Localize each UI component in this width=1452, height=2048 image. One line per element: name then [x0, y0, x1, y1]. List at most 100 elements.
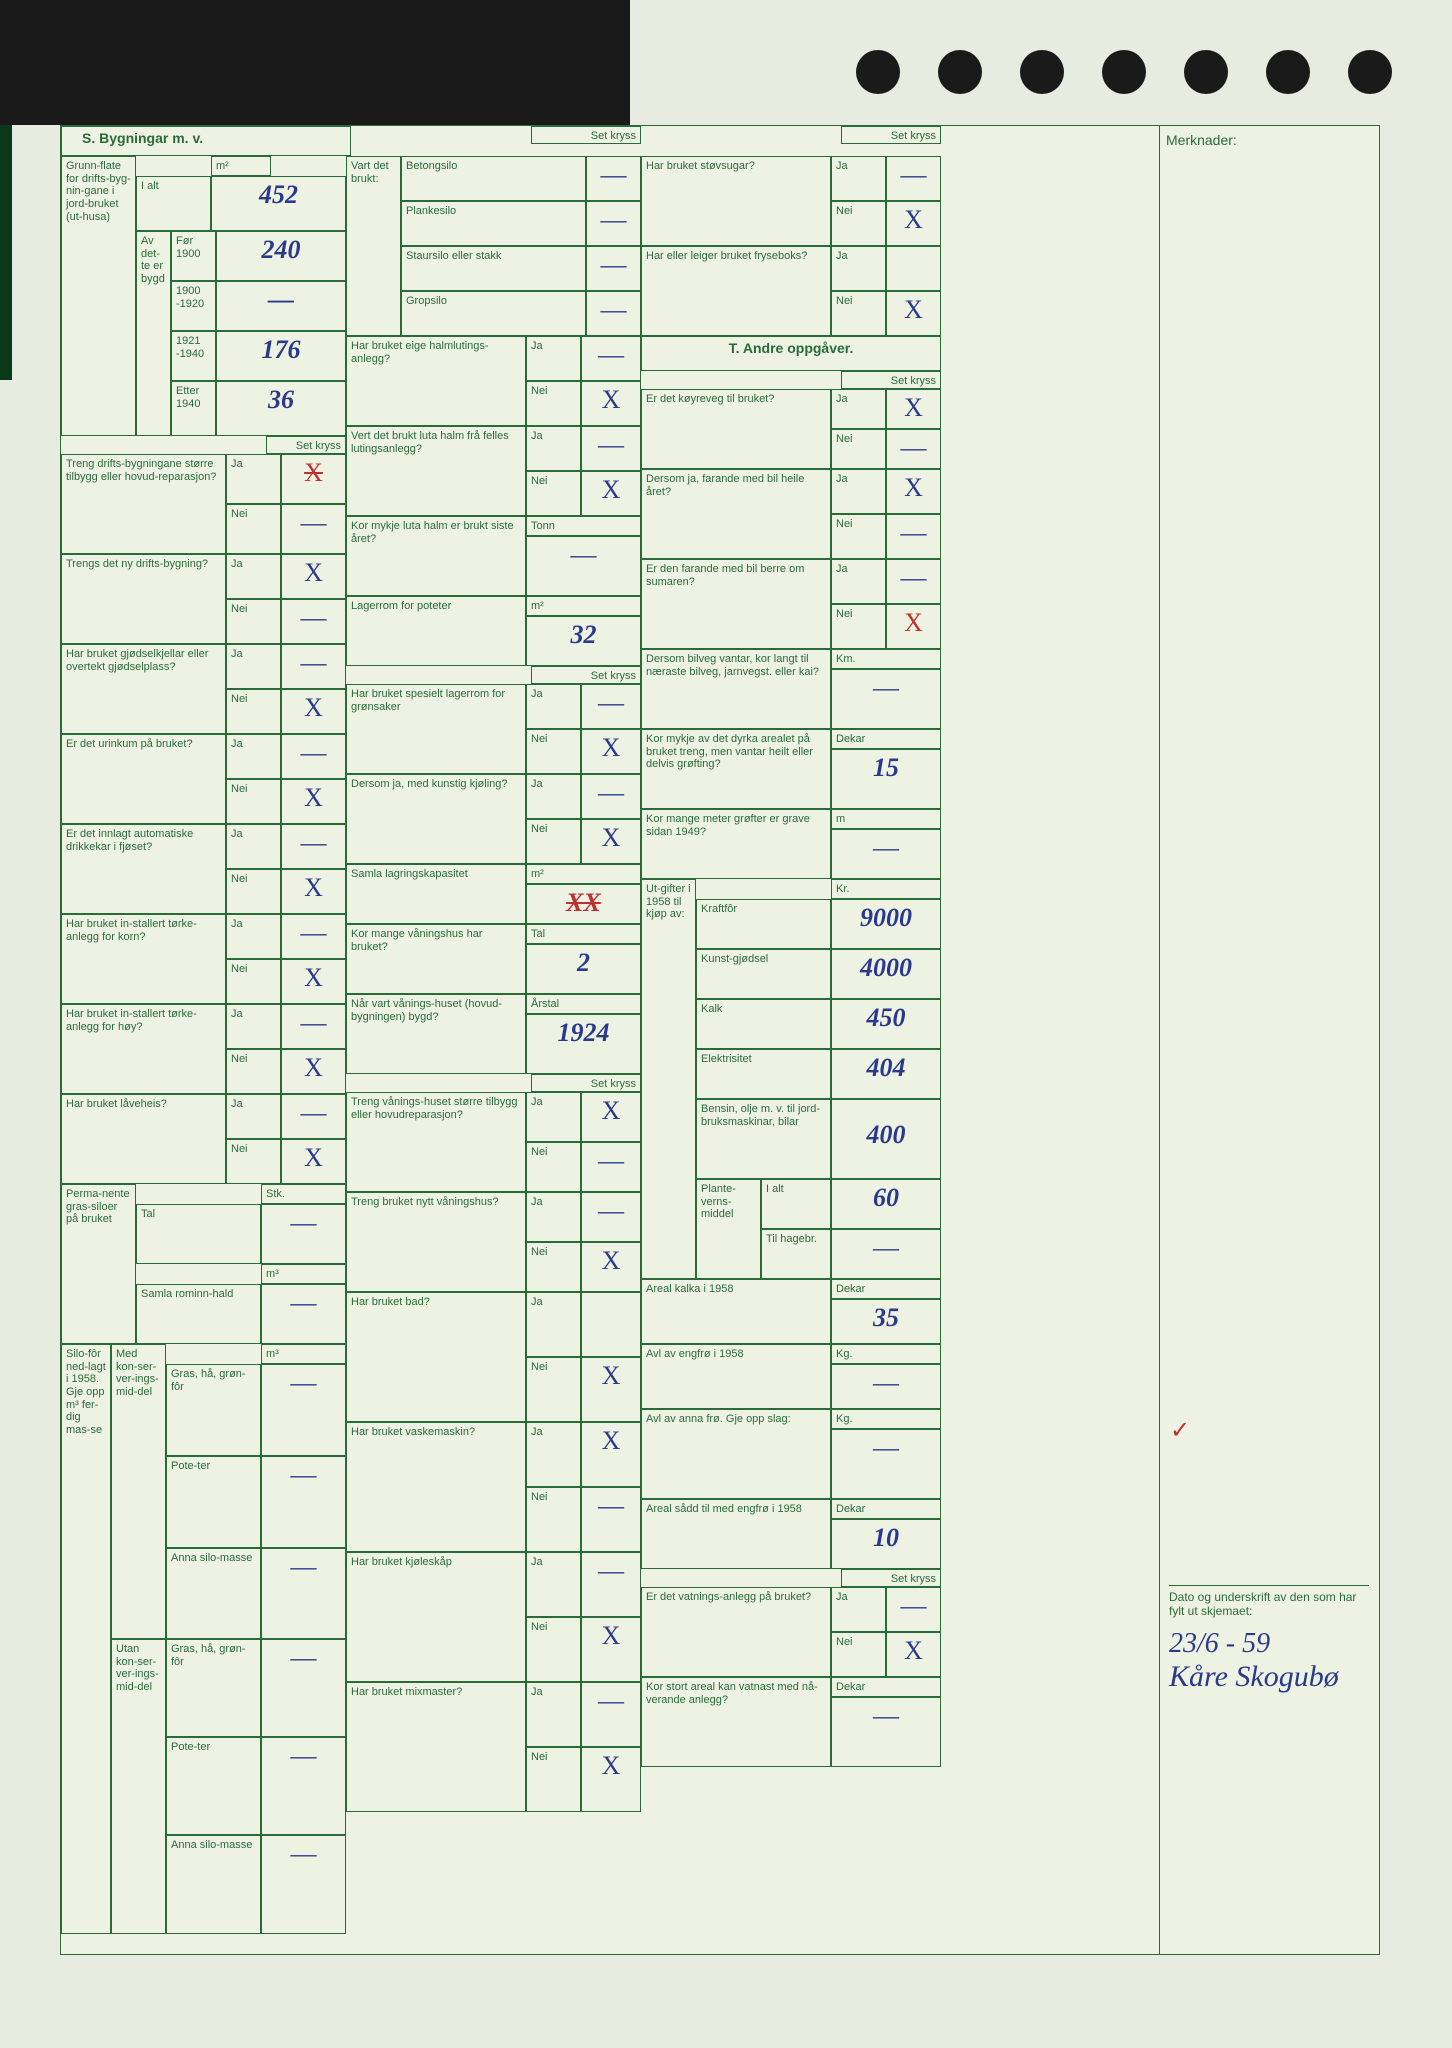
ja-label: Ja — [526, 336, 581, 381]
staursilo: Staursilo eller stakk — [401, 246, 586, 291]
v-nei: X — [886, 1632, 941, 1677]
i-alt-value: 60 — [831, 1179, 941, 1229]
set-kryss: Set kryss — [841, 371, 941, 389]
med-anna-v: — — [261, 1548, 346, 1639]
mm-ja: — — [581, 1682, 641, 1747]
nv-nei: X — [581, 1242, 641, 1292]
grunnflate-label: Grunn-flate for drifts-byg-nin-gane i jo… — [61, 156, 136, 436]
m3-label: m³ — [261, 1344, 346, 1364]
nei-label: Nei — [226, 959, 281, 1004]
perma-label: Perma-nente gras-siloer på bruket — [61, 1184, 136, 1344]
su-nei: X — [886, 604, 941, 649]
binder-holes — [856, 50, 1392, 94]
nei-label: Nei — [226, 779, 281, 824]
1900-1920-label: 1900 -1920 — [171, 281, 216, 331]
pot-label: Pote-ter — [166, 1737, 261, 1835]
tonn-value: — — [526, 536, 641, 596]
q-torke-hoy: Har bruket in-stallert tørke-anlegg for … — [61, 1004, 226, 1094]
med-label: Med kon-ser-ver-ings-mid-del — [111, 1344, 166, 1639]
ja-label: Ja — [226, 1094, 281, 1139]
q-ny-bygning: Trengs det ny drifts-bygning? — [61, 554, 226, 644]
anna-label: Anna silo-masse — [166, 1548, 261, 1639]
bilveg-q: Dersom bilveg vantar, kor langt til næra… — [641, 649, 831, 729]
hole — [1102, 50, 1146, 94]
mm-nei: X — [581, 1747, 641, 1812]
halm-nei: X — [581, 381, 641, 426]
fa-nei: — — [886, 514, 941, 559]
bad-q: Har bruket bad? — [346, 1292, 526, 1422]
set-kryss: Set kryss — [841, 126, 941, 144]
q2-ja: X — [281, 554, 346, 599]
ja-label: Ja — [831, 246, 886, 291]
samla-lager: Samla lagringskapasitet — [346, 864, 526, 924]
nei-label: Nei — [526, 729, 581, 774]
hole — [938, 50, 982, 94]
utan-anna-v: — — [261, 1835, 346, 1934]
vatning-q: Er det vatnings-anlegg på bruket? — [641, 1587, 831, 1677]
kj-nei: X — [581, 819, 641, 864]
elektrisitet-value: 404 — [831, 1049, 941, 1099]
betongsilo: Betongsilo — [401, 156, 586, 201]
ja-label: Ja — [226, 644, 281, 689]
ja-label: Ja — [526, 1092, 581, 1142]
km-label: Km. — [831, 649, 941, 669]
mixmaster-q: Har bruket mixmaster? — [346, 1682, 526, 1812]
hole — [1020, 50, 1064, 94]
utan-gras-v: — — [261, 1639, 346, 1737]
tt-nei: — — [581, 1142, 641, 1192]
ja-label: Ja — [226, 554, 281, 599]
av-dette-label: Av det-te er bygd — [136, 231, 171, 436]
nytt-vhus: Treng bruket nytt våningshus? — [346, 1192, 526, 1292]
nei-label: Nei — [226, 1139, 281, 1184]
nei-label: Nei — [526, 1357, 581, 1422]
signature-area: Dato og underskrift av den som har fylt … — [1169, 1585, 1369, 1694]
ja-label: Ja — [526, 1292, 581, 1357]
nei-label: Nei — [526, 1747, 581, 1812]
nei-label: Nei — [831, 429, 886, 469]
q-gjodsel: Har bruket gjødselkjellar eller overtekt… — [61, 644, 226, 734]
set-kryss: Set kryss — [266, 436, 346, 454]
staursilo-v: — — [586, 246, 641, 291]
vart-brukt: Vart det brukt: — [346, 156, 401, 336]
1900-1920-value: — — [216, 281, 346, 331]
bensin-value: 400 — [831, 1099, 941, 1179]
engfro-value: — — [831, 1364, 941, 1409]
m-label: m — [831, 809, 941, 829]
for-1900-value: 240 — [216, 231, 346, 281]
kjoling: Dersom ja, med kunstig kjøling? — [346, 774, 526, 864]
ja-label: Ja — [526, 684, 581, 729]
nei-label: Nei — [831, 604, 886, 649]
sumaren-q: Er den farande med bil berre om sumaren? — [641, 559, 831, 649]
tal-label: Tal — [136, 1204, 261, 1264]
vaningshus-q: Kor mange våningshus har bruket? — [346, 924, 526, 994]
1921-1940-label: 1921 -1940 — [171, 331, 216, 381]
gras-label: Gras, hå, grøn-fôr — [166, 1639, 261, 1737]
kv-ja: X — [886, 389, 941, 429]
koyreveg-q: Er det køyreveg til bruket? — [641, 389, 831, 469]
hagebr-value: — — [831, 1229, 941, 1279]
luta-ja: — — [581, 426, 641, 471]
bad-nei: X — [581, 1357, 641, 1422]
avl-anna-q: Avl av anna frø. Gje opp slag: — [641, 1409, 831, 1499]
nei-label: Nei — [526, 819, 581, 864]
kalka-value: 35 — [831, 1299, 941, 1344]
q8-ja: — — [281, 1094, 346, 1139]
q-tilbygg: Treng drifts-bygningane større tilbygg e… — [61, 454, 226, 554]
ja-label: Ja — [226, 914, 281, 959]
tt-ja: X — [581, 1092, 641, 1142]
kor-stort-q: Kor stort areal kan vatnast med nå-veran… — [641, 1677, 831, 1767]
sp-nei: X — [581, 729, 641, 774]
hole — [1266, 50, 1310, 94]
q1-ja: X — [281, 454, 346, 504]
kjoleskap-q: Har bruket kjøleskåp — [346, 1552, 526, 1682]
i-alt-label: I alt — [136, 176, 211, 231]
nei-label: Nei — [226, 599, 281, 644]
spesielt-lager: Har bruket spesielt lagerrom for grønsak… — [346, 684, 526, 774]
fryseboks-q: Har eller leiger bruket fryseboks? — [641, 246, 831, 336]
dekar-label: Dekar — [831, 1499, 941, 1519]
vhus-value: 2 — [526, 944, 641, 994]
grofter-value: — — [831, 829, 941, 879]
ar-value: 1924 — [526, 1014, 641, 1074]
q-halmluting: Har bruket eige halmlutings-anlegg? — [346, 336, 526, 426]
ks-nei: X — [581, 1617, 641, 1682]
